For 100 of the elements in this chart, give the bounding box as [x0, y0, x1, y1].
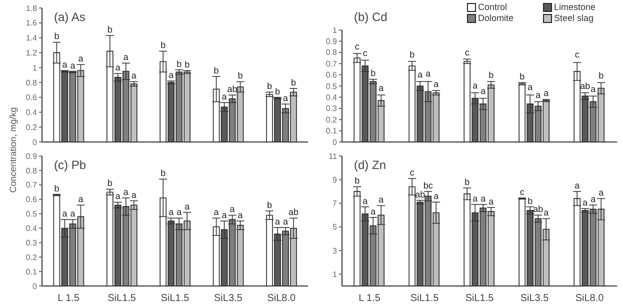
data-label: a: [582, 198, 588, 208]
data-label: a: [378, 194, 384, 205]
data-label: b: [54, 183, 60, 194]
y-tick-label: 0.6: [326, 70, 338, 80]
data-label: a: [544, 208, 549, 218]
x-tick-label: SiL1.5: [465, 293, 494, 304]
data-label: a: [472, 80, 478, 91]
y-tick-label: 1.2: [26, 48, 38, 58]
x-tick-label: SiL3.5: [520, 293, 550, 304]
y-tick-label: 0.4: [326, 93, 338, 102]
y-tick-label: 5: [332, 222, 338, 232]
data-label: a: [78, 194, 84, 204]
x-tick-label: SiL8.0: [575, 293, 604, 304]
data-label: a: [70, 60, 76, 70]
data-label: b: [160, 40, 166, 50]
y-tick-label: 0.2: [26, 252, 38, 262]
y-axis-title: Concentration, mg/kg: [8, 106, 18, 195]
legend-label: Steel slag: [554, 13, 594, 24]
data-label: ab: [533, 204, 544, 214]
data-label: a: [598, 188, 604, 198]
data-label: a: [480, 193, 486, 204]
y-tick-label: 0.1: [326, 126, 338, 136]
data-label: ab: [288, 207, 299, 218]
y-tick-label: 0.8: [326, 48, 338, 58]
data-label: c: [410, 167, 415, 178]
y-tick-label: 0.3: [326, 104, 338, 114]
data-label: c: [520, 186, 525, 197]
data-label: a: [418, 70, 423, 80]
data-label: a: [70, 208, 76, 219]
y-tick-label: 1.4: [26, 34, 38, 43]
y-tick-label: 0.7: [326, 59, 338, 68]
data-label: a: [131, 190, 136, 200]
y-tick-label: 0: [32, 138, 38, 147]
x-tick-label: L 1.5: [58, 293, 80, 304]
data-label: a: [536, 90, 541, 100]
y-tick-label: 0.5: [326, 82, 338, 91]
y-tick-label: 0.6: [26, 93, 38, 102]
data-label: b: [107, 178, 112, 188]
data-label: ab: [415, 189, 426, 200]
y-tick-label: 1.8: [26, 4, 38, 13]
y-tick-label: 1: [332, 270, 338, 280]
data-label: a: [590, 194, 596, 204]
y-tick-label: 0.8: [26, 166, 38, 176]
data-label: b: [410, 49, 415, 60]
data-label: a: [378, 82, 384, 93]
y-tick-label: 1.6: [26, 18, 38, 28]
data-label: a: [131, 70, 136, 81]
data-label: c: [362, 48, 368, 58]
y-tick-label: 0.8: [26, 78, 38, 88]
data-label: b: [184, 60, 190, 70]
data-label: ab: [227, 84, 238, 94]
legend-label: Control: [478, 2, 508, 13]
y-tick-label: 1: [32, 63, 38, 72]
data-label: b: [266, 81, 272, 92]
y-tick-label: 0.4: [26, 224, 38, 234]
data-label: b: [214, 65, 219, 76]
y-tick-label: 0.5: [26, 210, 38, 219]
data-label: b: [238, 70, 243, 81]
y-tick-label: 9: [332, 175, 338, 184]
data-label: a: [282, 216, 288, 226]
data-label: b: [266, 200, 272, 210]
data-label: c: [574, 50, 580, 60]
x-tick-label: SiL8.0: [267, 293, 296, 304]
data-label: b: [598, 70, 604, 81]
data-label: a: [168, 207, 174, 218]
y-tick-label: 0.3: [26, 238, 38, 248]
y-tick-label: 0.2: [26, 122, 38, 132]
chart-title: (a) As: [54, 10, 86, 24]
y-tick-label: 0.9: [326, 37, 338, 46]
y-tick-label: 0.6: [26, 195, 38, 204]
data-label: a: [222, 210, 227, 220]
legend-label: Limestone: [554, 2, 596, 13]
data-label: a: [214, 207, 219, 218]
data-label: a: [230, 204, 235, 214]
y-tick-label: 0.7: [26, 180, 38, 190]
data-label: c: [354, 42, 360, 52]
data-label: a: [274, 216, 280, 226]
data-label: a: [168, 70, 174, 80]
y-tick-label: 0.9: [26, 152, 38, 161]
data-label: a: [115, 191, 120, 202]
x-tick-label: SiL3.5: [214, 293, 243, 304]
data-label: c: [464, 48, 470, 58]
data-label: b: [274, 86, 280, 96]
y-tick-label: 3: [332, 246, 338, 256]
y-tick-label: 0: [332, 138, 338, 147]
data-label: b: [160, 168, 166, 178]
data-label: a: [123, 52, 128, 62]
y-tick-label: 0: [32, 282, 38, 291]
data-label: a: [62, 208, 68, 219]
data-label: b: [370, 68, 376, 78]
data-label: a: [184, 201, 190, 212]
chart-title: (d) Zn: [354, 158, 386, 172]
y-tick-label: 11: [328, 152, 338, 161]
data-label: a: [480, 86, 486, 96]
data-label: b: [54, 31, 60, 42]
y-tick-label: 1: [332, 26, 338, 35]
y-tick-label: 7: [332, 199, 338, 208]
x-tick-label: L 1.5: [358, 293, 381, 304]
chart-title: (c) Pb: [54, 158, 86, 172]
data-label: b: [520, 71, 525, 82]
